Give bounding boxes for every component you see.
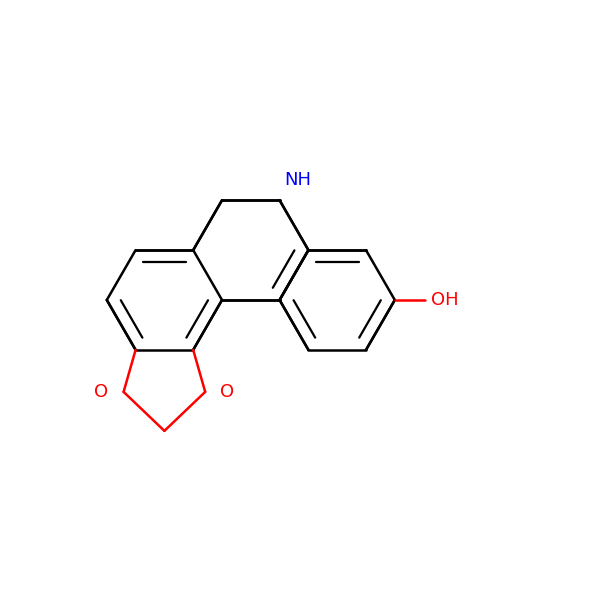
Text: NH: NH [284,172,311,190]
Text: O: O [94,383,109,401]
Text: OH: OH [431,291,458,309]
Text: O: O [220,383,235,401]
